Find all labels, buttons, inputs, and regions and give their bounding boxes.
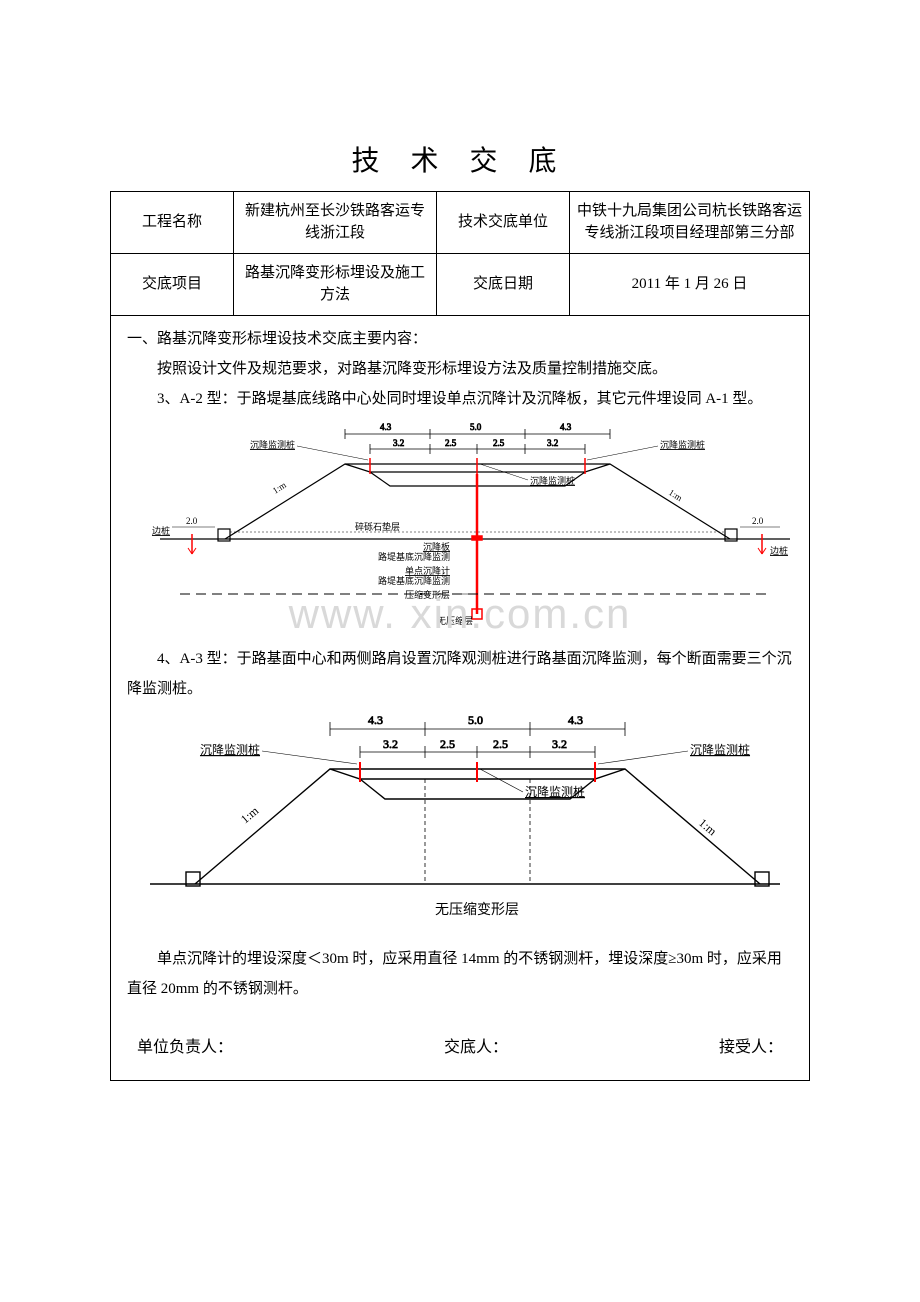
diagram-a2: 4.3 5.0 4.3 3.2 2.5 2.5 3.2 [127, 414, 793, 644]
d1-dim: 2.5 [445, 438, 457, 448]
d1-dim: 4.3 [560, 422, 572, 432]
d2-slope: 1:m [696, 815, 720, 838]
label-project-name: 工程名称 [111, 191, 234, 253]
para-a2: 3、A-2 型：于路堤基底线路中心处同时埋设单点沉降计及沉降板，其它元件埋设同 … [127, 384, 793, 414]
value-unit: 中铁十九局集团公司杭长铁路客运专线浙江段项目经理部第三分部 [570, 191, 810, 253]
d1-label: 沉降监测桩 [660, 439, 705, 450]
value-date: 2011 年 1 月 26 日 [570, 253, 810, 315]
para-a3: 4、A-3 型：于路基面中心和两侧路肩设置沉降观测桩进行路基面沉降监测，每个断面… [127, 644, 793, 704]
content-area: 一、路基沉降变形标埋设技术交底主要内容： 按照设计文件及规范要求，对路基沉降变形… [110, 316, 810, 1081]
d2-dim: 5.0 [468, 713, 483, 727]
d2-dim: 4.3 [368, 713, 383, 727]
d2-slope: 1:m [238, 803, 262, 826]
d2-label: 沉降监测桩 [200, 742, 260, 757]
label-unit: 技术交底单位 [437, 191, 570, 253]
d1-dim: 5.0 [470, 422, 482, 432]
signer-disclosed: 交底人： [444, 1032, 508, 1064]
section-heading: 一、路基沉降变形标埋设技术交底主要内容： [127, 324, 793, 354]
d2-caption: 无压缩变形层 [435, 902, 519, 918]
d1-dim: 3.2 [393, 438, 404, 448]
d1-slope: 1:m [271, 480, 288, 496]
d1-label: 碎砾石垫层 [355, 521, 400, 532]
para-rod: 单点沉降计的埋设深度＜30m 时，应采用直径 14mm 的不锈钢测杆，埋设深度≥… [127, 944, 793, 1004]
d1-label: 单点沉降计 [405, 565, 450, 576]
d1-label: 压缩变形层 [405, 589, 450, 600]
d2-label: 沉降监测桩 [525, 784, 585, 799]
page-title: 技 术 交 底 [110, 139, 810, 179]
d2-label: 沉降监测桩 [690, 742, 750, 757]
intro-para: 按照设计文件及规范要求，对路基沉降变形标埋设方法及质量控制措施交底。 [127, 354, 793, 384]
label-date: 交底日期 [437, 253, 570, 315]
d1-dim: 2.5 [493, 438, 505, 448]
label-item: 交底项目 [111, 253, 234, 315]
d1-label: 无压缩层 [437, 615, 473, 626]
d1-dim: 4.3 [380, 422, 392, 432]
d1-label: 沉降板 [423, 541, 450, 552]
header-table: 工程名称 新建杭州至长沙铁路客运专线浙江段 技术交底单位 中铁十九局集团公司杭长… [110, 191, 810, 316]
d1-side-dim: 2.0 [752, 516, 764, 526]
signer-received: 接受人： [719, 1032, 783, 1064]
diagram-a3: 4.3 5.0 4.3 3.2 2.5 2.5 3.2 [127, 704, 793, 934]
signer-responsible: 单位负责人： [137, 1032, 233, 1064]
d1-dim: 3.2 [547, 438, 558, 448]
page: www. xin.com.cn 技 术 交 底 工程名称 新建杭州至长沙铁路客运… [0, 0, 920, 1302]
d2-dim: 2.5 [493, 737, 508, 751]
d2-dim: 2.5 [440, 737, 455, 751]
d1-label: 沉降监测桩 [530, 475, 575, 486]
value-item: 路基沉降变形标埋设及施工方法 [234, 253, 437, 315]
value-project-name: 新建杭州至长沙铁路客运专线浙江段 [234, 191, 437, 253]
d1-label: 路堤基底沉降监测 [378, 575, 450, 586]
d1-label: 路堤基底沉降监测 [378, 551, 450, 562]
d2-dim: 4.3 [568, 713, 583, 727]
signers-row: 单位负责人： 交底人： 接受人： [127, 1032, 793, 1064]
d1-side-dim: 2.0 [186, 516, 198, 526]
d1-label: 边桩 [770, 545, 788, 556]
d1-label: 边桩 [152, 525, 170, 536]
d1-label: 沉降监测桩 [250, 439, 295, 450]
d2-dim: 3.2 [552, 737, 567, 751]
d2-dim: 3.2 [383, 737, 398, 751]
